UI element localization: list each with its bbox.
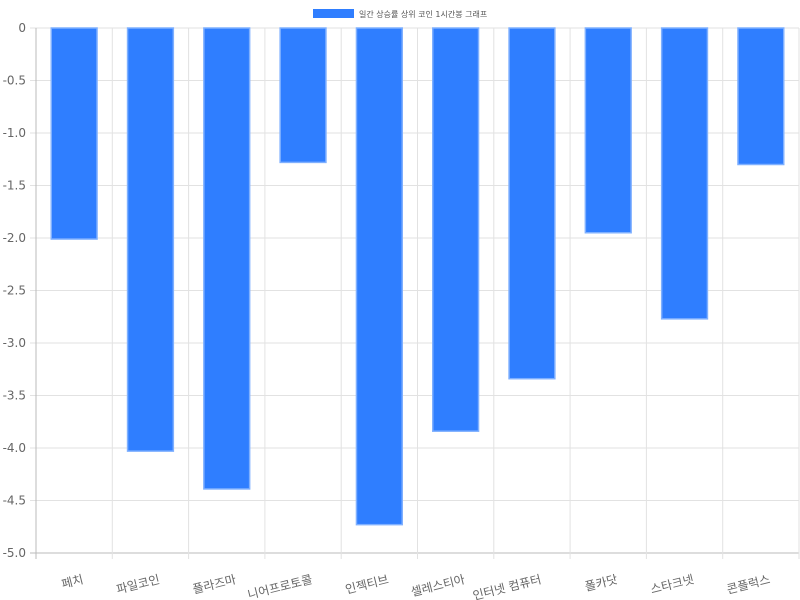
y-tick-label: -2.0 <box>3 231 26 245</box>
bar[interactable] <box>203 27 251 490</box>
y-tick-label: -3.0 <box>3 336 26 350</box>
x-tick-label: 인젝티브 <box>344 572 390 596</box>
x-tick-label: 플라즈마 <box>191 572 237 596</box>
y-tick-label: -3.5 <box>3 389 26 403</box>
legend-label: 일간 상승률 상위 코인 1시간봉 그래프 <box>359 9 487 19</box>
bar[interactable] <box>432 27 480 432</box>
y-axis-ticks: 0 -0.5 -1.0 -1.5 -2.0 -2.5 -3.0 -3.5 -4.0 -4.5 -5.… <box>3 21 26 560</box>
x-tick-label: 폴카닷 <box>583 572 619 594</box>
x-tick-label: 파일코인 <box>115 572 161 596</box>
y-tick-label: -4.5 <box>3 494 26 508</box>
x-tick-label: 스타크넷 <box>649 572 695 596</box>
y-tick-label: -1.5 <box>3 179 26 193</box>
bar[interactable] <box>50 27 98 240</box>
bar[interactable] <box>279 27 327 164</box>
y-tick-label: -2.5 <box>3 284 26 298</box>
x-axis-ticks: 페치 파일코인 플라즈마 니어프로토콜 인젝티브 셀레스티아 인터넷 컴퓨터 폴카닷 스타크넷 콘… <box>60 572 772 600</box>
legend-swatch <box>313 9 354 18</box>
x-tick-label: 페치 <box>60 572 85 591</box>
bar[interactable] <box>584 27 632 234</box>
y-tick-label: -0.5 <box>3 74 26 88</box>
bar[interactable] <box>508 27 556 380</box>
legend[interactable]: 일간 상승률 상위 코인 1시간봉 그래프 <box>313 9 487 19</box>
x-tick-label: 니어프로토콜 <box>246 572 314 600</box>
bar[interactable] <box>660 27 709 320</box>
x-tick-label: 인터넷 컴퓨터 <box>471 572 542 600</box>
x-tick-label: 셀레스티아 <box>409 572 466 599</box>
y-tick-label: -1.0 <box>3 126 26 140</box>
bars <box>50 27 785 526</box>
y-tick-label: 0 <box>18 21 26 35</box>
bar[interactable] <box>355 27 403 526</box>
bar[interactable] <box>737 27 785 166</box>
bar[interactable] <box>126 27 175 452</box>
y-tick-label: -5.0 <box>3 546 26 560</box>
y-tick-label: -4.0 <box>3 441 26 455</box>
x-tick-label: 콘플럭스 <box>725 572 771 596</box>
